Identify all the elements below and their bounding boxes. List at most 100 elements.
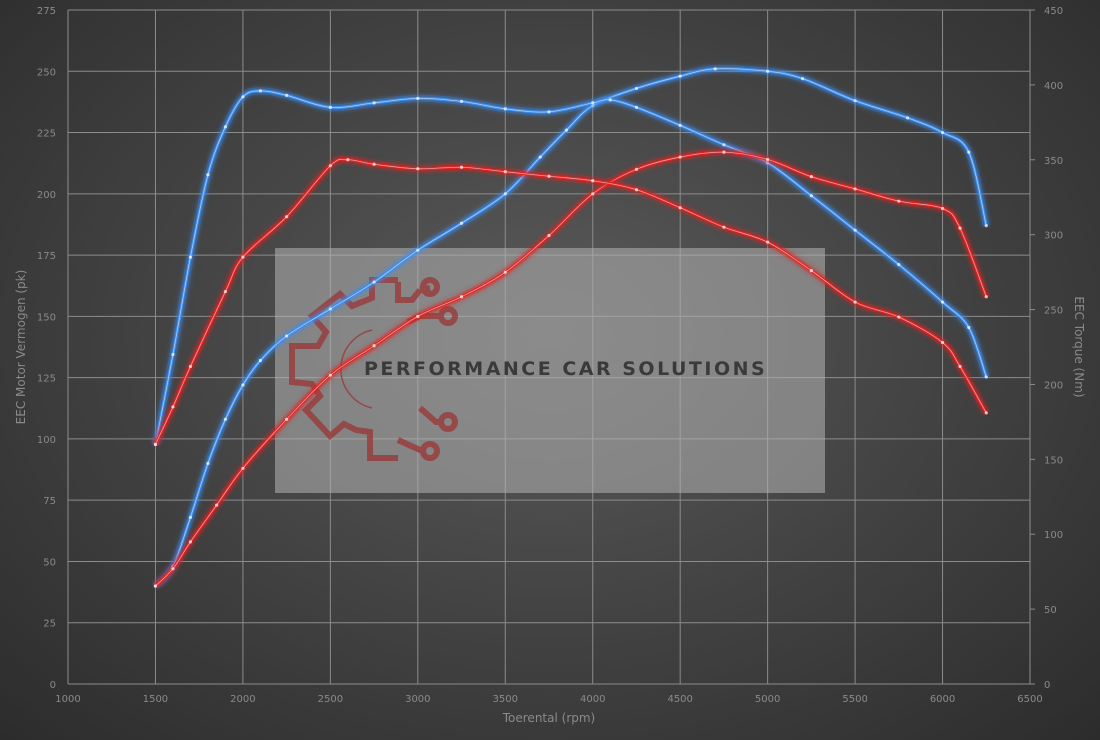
data-point <box>722 150 726 154</box>
y-tick-label: 250 <box>37 67 56 78</box>
x-tick-label: 2500 <box>318 694 343 705</box>
data-point <box>984 411 988 415</box>
series-highlight <box>155 90 987 445</box>
data-point <box>372 280 376 284</box>
x-tick-label: 6000 <box>930 694 955 705</box>
data-point <box>328 373 332 377</box>
data-point <box>634 188 639 192</box>
data-point <box>416 248 420 252</box>
data-point <box>722 225 726 229</box>
y2-tick-label: 0 <box>1044 680 1050 691</box>
data-point <box>206 173 210 177</box>
data-point <box>984 295 988 299</box>
data-point <box>940 206 945 211</box>
series-tuned-torque <box>152 87 990 446</box>
data-point <box>766 69 770 73</box>
x-tick-label: 1000 <box>55 694 80 705</box>
x-tick-label: 5500 <box>842 694 867 705</box>
y-tick-label: 50 <box>43 557 56 568</box>
data-point <box>241 255 245 259</box>
y2-tick-label: 350 <box>1044 156 1063 167</box>
data-point <box>853 187 857 191</box>
data-point <box>416 314 420 318</box>
y-tick-label: 125 <box>37 374 56 385</box>
data-point <box>853 99 857 103</box>
data-point <box>328 307 332 311</box>
data-point <box>215 503 219 507</box>
data-point <box>958 364 962 369</box>
data-point <box>547 233 551 238</box>
data-point <box>853 228 857 232</box>
y2-axis-label: EEC Torque (Nm) <box>1072 296 1086 397</box>
y-tick-label: 150 <box>37 312 56 323</box>
data-point <box>416 96 420 100</box>
data-point <box>905 116 910 120</box>
data-point <box>678 74 682 78</box>
watermark: PERFORMANCE CAR SOLUTIONS <box>275 248 825 493</box>
data-point <box>967 150 971 154</box>
x-tick-label: 2000 <box>230 694 255 705</box>
watermark-text: PERFORMANCE CAR SOLUTIONS <box>364 358 767 380</box>
x-axis-label: Toerental (rpm) <box>502 711 595 725</box>
data-point <box>416 167 420 171</box>
data-point <box>372 162 376 166</box>
data-point <box>940 130 945 135</box>
y-axis-label: EEC Motor Vermogen (pk) <box>14 270 28 425</box>
y2-tick-label: 400 <box>1044 81 1063 92</box>
y2-tick-label: 450 <box>1044 6 1063 17</box>
data-point <box>258 358 262 363</box>
data-point <box>897 263 901 267</box>
data-point <box>503 170 507 174</box>
data-point <box>372 344 376 348</box>
series-stock-torque <box>152 155 990 446</box>
data-point <box>328 105 332 109</box>
data-point <box>223 125 228 129</box>
y2-tick-label: 100 <box>1044 530 1063 541</box>
data-point <box>801 77 805 81</box>
data-point <box>678 155 682 159</box>
data-point <box>503 192 507 196</box>
data-point <box>503 107 507 111</box>
data-point <box>459 165 464 169</box>
y-tick-label: 275 <box>37 6 56 17</box>
data-point <box>346 158 350 162</box>
data-point <box>206 461 210 466</box>
data-point <box>459 295 464 299</box>
data-point <box>241 383 245 387</box>
x-tick-label: 4500 <box>667 694 692 705</box>
data-point <box>678 206 682 210</box>
data-point <box>564 128 569 132</box>
data-point <box>153 442 158 446</box>
data-point <box>223 289 228 294</box>
data-point <box>608 98 612 102</box>
data-point <box>897 199 901 203</box>
data-point <box>188 364 193 369</box>
data-point <box>984 224 988 228</box>
data-point <box>538 155 542 159</box>
x-tick-label: 1500 <box>143 694 168 705</box>
data-point <box>285 93 289 97</box>
data-point <box>958 226 962 230</box>
y2-tick-label: 150 <box>1044 455 1063 466</box>
y-tick-label: 75 <box>43 496 56 507</box>
y-tick-label: 200 <box>37 190 56 201</box>
y2-tick-label: 200 <box>1044 380 1063 391</box>
data-point <box>634 105 639 109</box>
y-tick-label: 175 <box>37 251 56 262</box>
data-point <box>171 567 175 571</box>
data-point <box>940 340 945 345</box>
data-point <box>897 315 901 319</box>
y-tick-label: 0 <box>50 680 56 691</box>
data-point <box>634 167 639 171</box>
x-tick-label: 3000 <box>405 694 430 705</box>
series-stock-power <box>153 148 990 589</box>
data-point <box>809 269 813 273</box>
data-point <box>591 101 595 105</box>
data-point <box>188 515 193 519</box>
data-point <box>809 194 813 198</box>
data-point <box>285 417 289 421</box>
x-tick-label: 5000 <box>755 694 780 705</box>
data-point <box>503 270 507 274</box>
data-point <box>967 325 971 330</box>
